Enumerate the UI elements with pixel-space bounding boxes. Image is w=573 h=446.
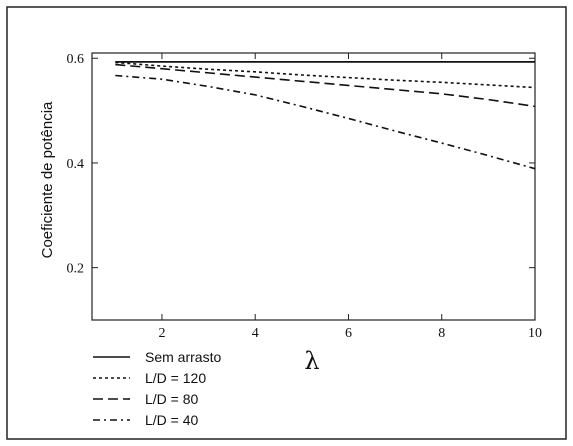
y-tick-label: 0.2 — [67, 262, 85, 277]
x-tick-label: 6 — [345, 326, 352, 341]
y-axis-label: Coeficiente de potência — [39, 101, 56, 258]
series-line-l-d-120 — [115, 61, 536, 89]
x-tick-label: 4 — [252, 326, 259, 341]
x-tick-label: 10 — [528, 326, 542, 341]
plot-area: 2 4 6 8 10 0.2 0.4 0.6 — [67, 52, 543, 341]
figure-outer-border — [6, 6, 567, 440]
plot-frame — [91, 52, 536, 321]
legend-label-l-d-40: L/D = 40 — [145, 412, 199, 428]
x-tick-label: 8 — [438, 326, 445, 341]
x-tick-label: 2 — [158, 326, 165, 341]
y-tick-label: 0.6 — [67, 52, 85, 67]
y-tick-label: 0.4 — [67, 157, 85, 172]
legend-label-l-d-80: L/D = 80 — [145, 391, 199, 407]
legend-label-sem-arrasto: Sem arrasto — [145, 349, 221, 365]
x-axis-label: λ — [304, 347, 319, 375]
legend: Sem arrasto L/D = 120 L/D = 80 L/D = 40 — [93, 349, 221, 428]
legend-label-l-d-120: L/D = 120 — [145, 370, 206, 386]
series-line-l-d-80 — [115, 63, 536, 108]
series-line-l-d-40 — [115, 74, 536, 170]
